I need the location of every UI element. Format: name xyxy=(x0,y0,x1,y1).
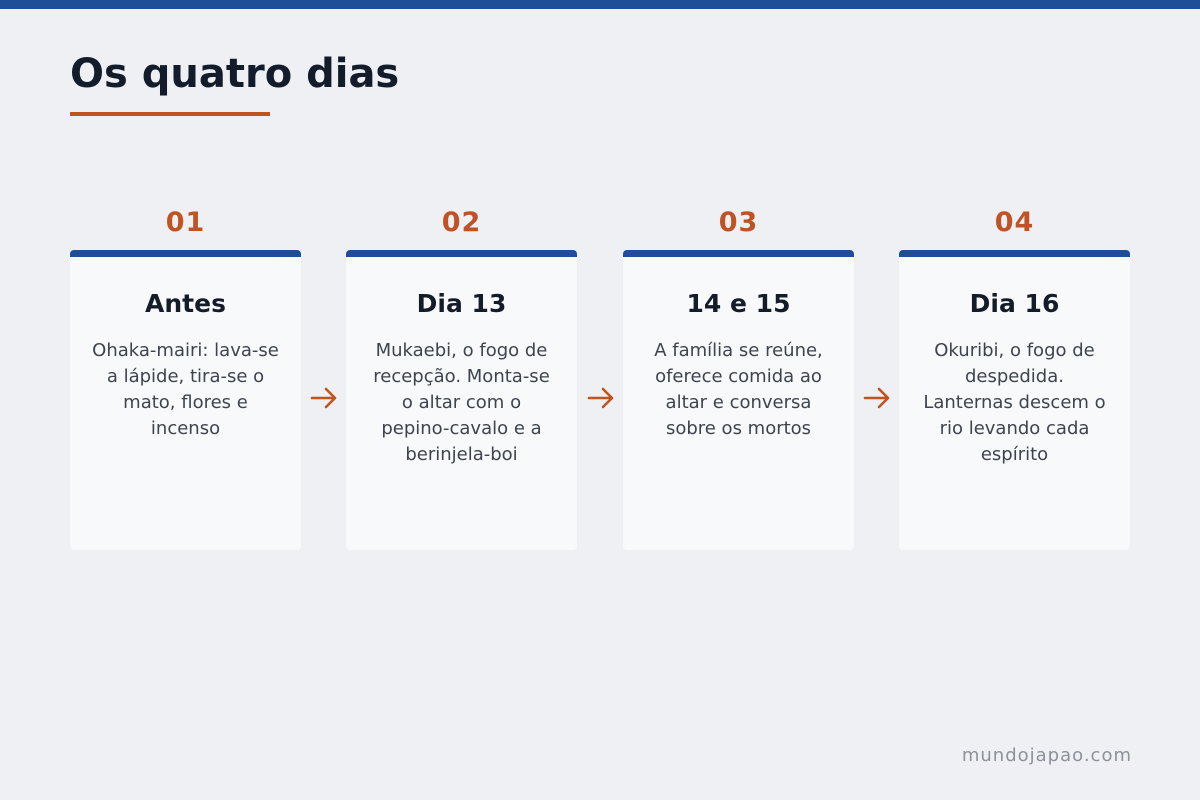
step-number: 03 xyxy=(718,207,759,238)
step-card: Antes Ohaka-mairi: lava-se a lápide, tir… xyxy=(70,250,301,550)
step-2: 02 Dia 13 Mukaebi, o fogo de recepção. M… xyxy=(346,205,577,550)
step-card: Dia 16 Okuribi, o fogo de despedida. Lan… xyxy=(899,250,1130,550)
step-title: Dia 16 xyxy=(969,289,1060,318)
step-description: A família se reúne, oferece comida ao al… xyxy=(654,340,823,439)
title-underline xyxy=(70,112,270,116)
page-title: Os quatro dias xyxy=(70,51,400,97)
step-3: 03 14 e 15 A família se reúne, oferece c… xyxy=(623,205,854,550)
arrow-right-icon xyxy=(586,383,616,413)
step-4: 04 Dia 16 Okuribi, o fogo de despedida. … xyxy=(899,205,1130,550)
step-title: Antes xyxy=(145,289,226,318)
step-number: 04 xyxy=(994,207,1035,238)
step-number: 02 xyxy=(441,207,482,238)
footer-source: mundojapao.com xyxy=(961,745,1132,766)
step-card: Dia 13 Mukaebi, o fogo de recepção. Mont… xyxy=(346,250,577,550)
arrow-right-icon xyxy=(309,383,339,413)
top-accent-bar xyxy=(0,0,1200,9)
step-description: Okuribi, o fogo de despedida. Lanternas … xyxy=(923,340,1106,465)
step-number: 01 xyxy=(165,207,206,238)
step-description: Ohaka-mairi: lava-se a lápide, tira-se o… xyxy=(92,340,279,439)
step-description: Mukaebi, o fogo de recepção. Monta-se o … xyxy=(373,340,550,465)
arrow-right-icon xyxy=(862,383,892,413)
step-title: 14 e 15 xyxy=(686,289,791,318)
step-card: 14 e 15 A família se reúne, oferece comi… xyxy=(623,250,854,550)
step-title: Dia 13 xyxy=(416,289,507,318)
step-1: 01 Antes Ohaka-mairi: lava-se a lápide, … xyxy=(70,205,301,550)
